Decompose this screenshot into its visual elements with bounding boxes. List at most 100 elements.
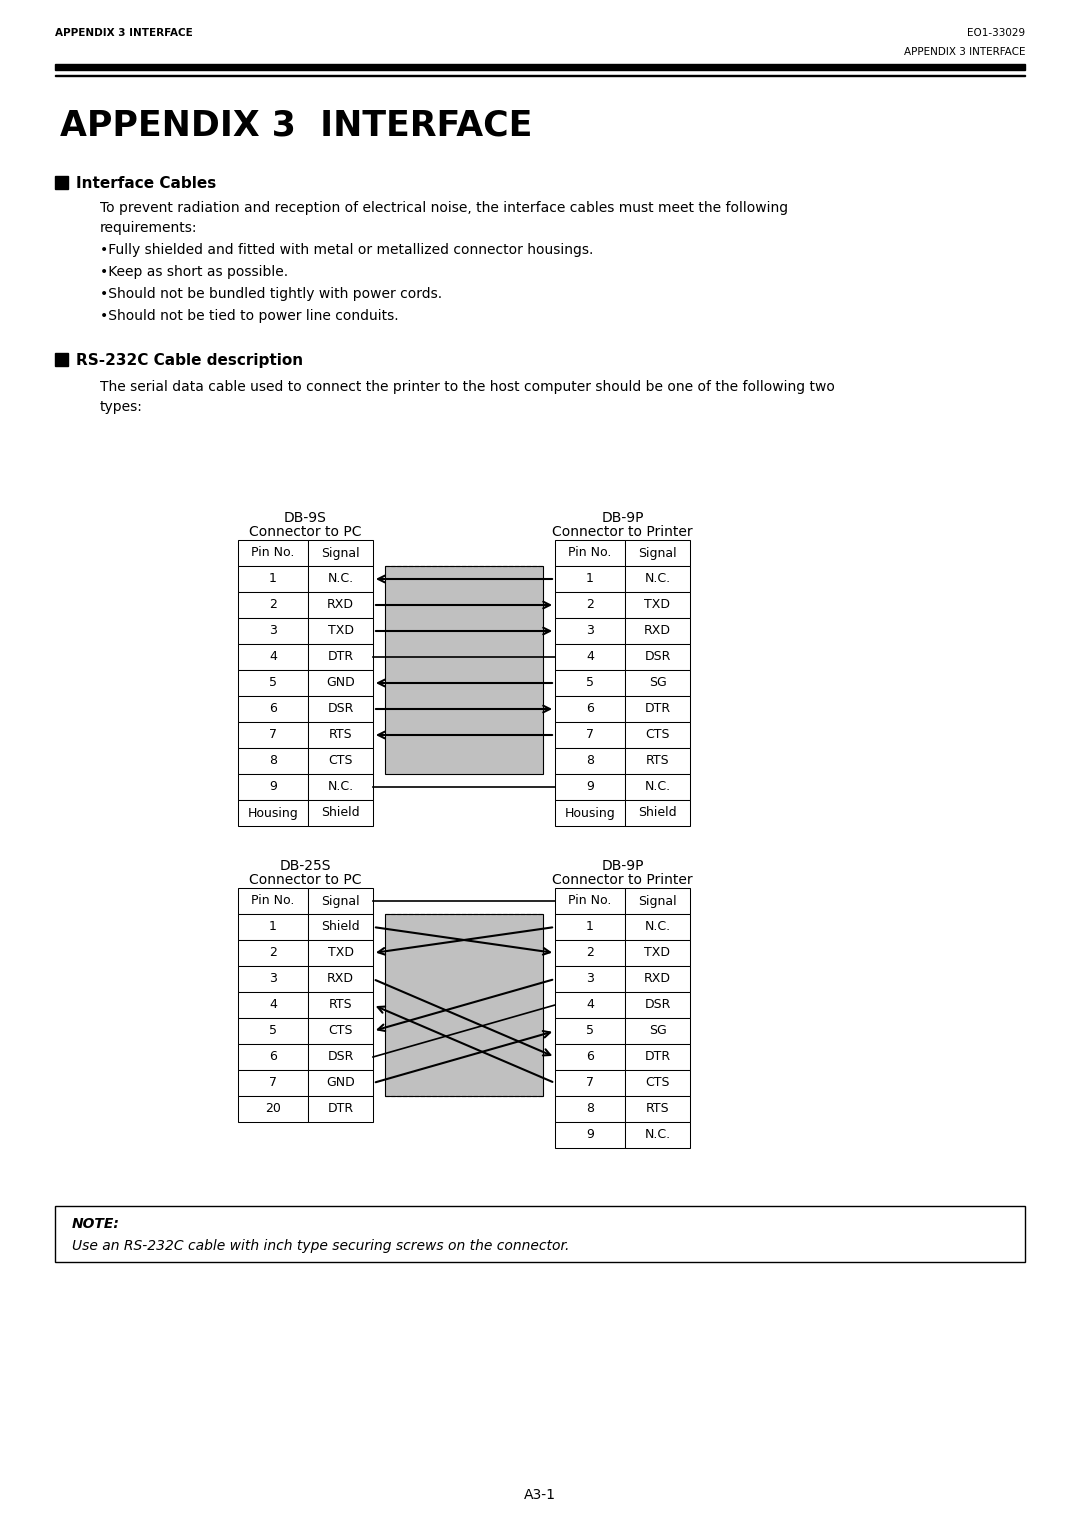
Text: TXD: TXD — [645, 598, 671, 612]
Bar — [555, 965, 625, 991]
Bar — [238, 669, 308, 695]
Bar — [625, 1071, 690, 1096]
Text: 5: 5 — [269, 677, 276, 689]
Bar — [238, 695, 308, 721]
Text: RXD: RXD — [644, 973, 671, 985]
Bar — [55, 1206, 1025, 1263]
Bar — [238, 566, 308, 592]
Text: RXD: RXD — [327, 598, 354, 612]
Bar — [308, 618, 373, 644]
Bar — [555, 991, 625, 1019]
Text: N.C.: N.C. — [645, 921, 671, 933]
Text: A3-1: A3-1 — [524, 1488, 556, 1502]
Text: 3: 3 — [586, 973, 594, 985]
Bar — [555, 592, 625, 618]
Text: 4: 4 — [269, 999, 276, 1011]
Text: TXD: TXD — [327, 625, 353, 637]
Text: Pin No.: Pin No. — [568, 895, 611, 907]
Text: APPENDIX 3  INTERFACE: APPENDIX 3 INTERFACE — [60, 108, 532, 142]
Bar — [308, 695, 373, 721]
Text: Connector to Printer: Connector to Printer — [552, 872, 692, 888]
Text: 7: 7 — [269, 729, 276, 741]
Bar — [625, 721, 690, 747]
Bar — [308, 991, 373, 1019]
Text: 1: 1 — [586, 921, 594, 933]
Text: RTS: RTS — [328, 729, 352, 741]
Bar — [308, 669, 373, 695]
Text: 2: 2 — [586, 598, 594, 612]
Text: 3: 3 — [269, 625, 276, 637]
Text: CTS: CTS — [328, 755, 353, 767]
Text: Signal: Signal — [638, 546, 677, 560]
Text: 4: 4 — [269, 651, 276, 663]
Text: DSR: DSR — [645, 651, 671, 663]
Bar — [555, 540, 625, 566]
Text: 5: 5 — [586, 677, 594, 689]
Text: 6: 6 — [586, 1051, 594, 1063]
Bar — [308, 913, 373, 939]
Bar — [238, 1096, 308, 1122]
Bar — [238, 965, 308, 991]
Bar — [625, 775, 690, 801]
Bar — [555, 669, 625, 695]
Text: •Should not be tied to power line conduits.: •Should not be tied to power line condui… — [100, 310, 399, 323]
Text: DB-9P: DB-9P — [602, 511, 644, 525]
Text: 2: 2 — [269, 947, 276, 959]
Text: N.C.: N.C. — [645, 781, 671, 793]
Bar — [308, 965, 373, 991]
Text: The serial data cable used to connect the printer to the host computer should be: The serial data cable used to connect th… — [100, 380, 835, 393]
Bar — [238, 913, 308, 939]
Text: 2: 2 — [586, 947, 594, 959]
Bar — [308, 1019, 373, 1045]
Text: DSR: DSR — [327, 703, 353, 715]
Text: DB-9S: DB-9S — [284, 511, 327, 525]
Text: Signal: Signal — [321, 895, 360, 907]
Bar — [55, 175, 68, 189]
Text: APPENDIX 3 INTERFACE: APPENDIX 3 INTERFACE — [904, 47, 1025, 56]
Text: 5: 5 — [269, 1025, 276, 1037]
Text: 3: 3 — [586, 625, 594, 637]
Bar — [555, 644, 625, 669]
Text: Shield: Shield — [321, 921, 360, 933]
Text: 6: 6 — [269, 703, 276, 715]
Bar — [238, 939, 308, 965]
Text: To prevent radiation and reception of electrical noise, the interface cables mus: To prevent radiation and reception of el… — [100, 201, 788, 215]
Text: 20: 20 — [265, 1103, 281, 1115]
Text: DB-25S: DB-25S — [280, 859, 332, 872]
Bar — [238, 775, 308, 801]
Bar — [555, 801, 625, 827]
Text: SG: SG — [649, 677, 666, 689]
Text: 9: 9 — [586, 781, 594, 793]
Bar — [625, 566, 690, 592]
Text: 9: 9 — [269, 781, 276, 793]
Text: DTR: DTR — [645, 1051, 671, 1063]
Bar — [308, 592, 373, 618]
Bar — [555, 775, 625, 801]
Text: 6: 6 — [269, 1051, 276, 1063]
Bar — [238, 721, 308, 747]
Text: TXD: TXD — [645, 947, 671, 959]
Text: N.C.: N.C. — [645, 1128, 671, 1142]
Bar — [625, 965, 690, 991]
Text: 8: 8 — [586, 755, 594, 767]
Text: RXD: RXD — [327, 973, 354, 985]
Bar — [55, 64, 1025, 70]
Text: RTS: RTS — [646, 1103, 670, 1115]
Text: RXD: RXD — [644, 625, 671, 637]
Text: •Keep as short as possible.: •Keep as short as possible. — [100, 265, 288, 279]
Bar — [308, 1045, 373, 1071]
Bar — [625, 1096, 690, 1122]
Bar — [238, 540, 308, 566]
Bar — [308, 566, 373, 592]
Bar — [308, 801, 373, 827]
Text: 5: 5 — [586, 1025, 594, 1037]
Text: 9: 9 — [586, 1128, 594, 1142]
Bar — [238, 618, 308, 644]
Bar — [238, 888, 308, 913]
Bar — [555, 747, 625, 775]
Text: 6: 6 — [586, 703, 594, 715]
Bar — [625, 1019, 690, 1045]
Bar — [555, 913, 625, 939]
Text: Pin No.: Pin No. — [252, 546, 295, 560]
Bar — [238, 1019, 308, 1045]
